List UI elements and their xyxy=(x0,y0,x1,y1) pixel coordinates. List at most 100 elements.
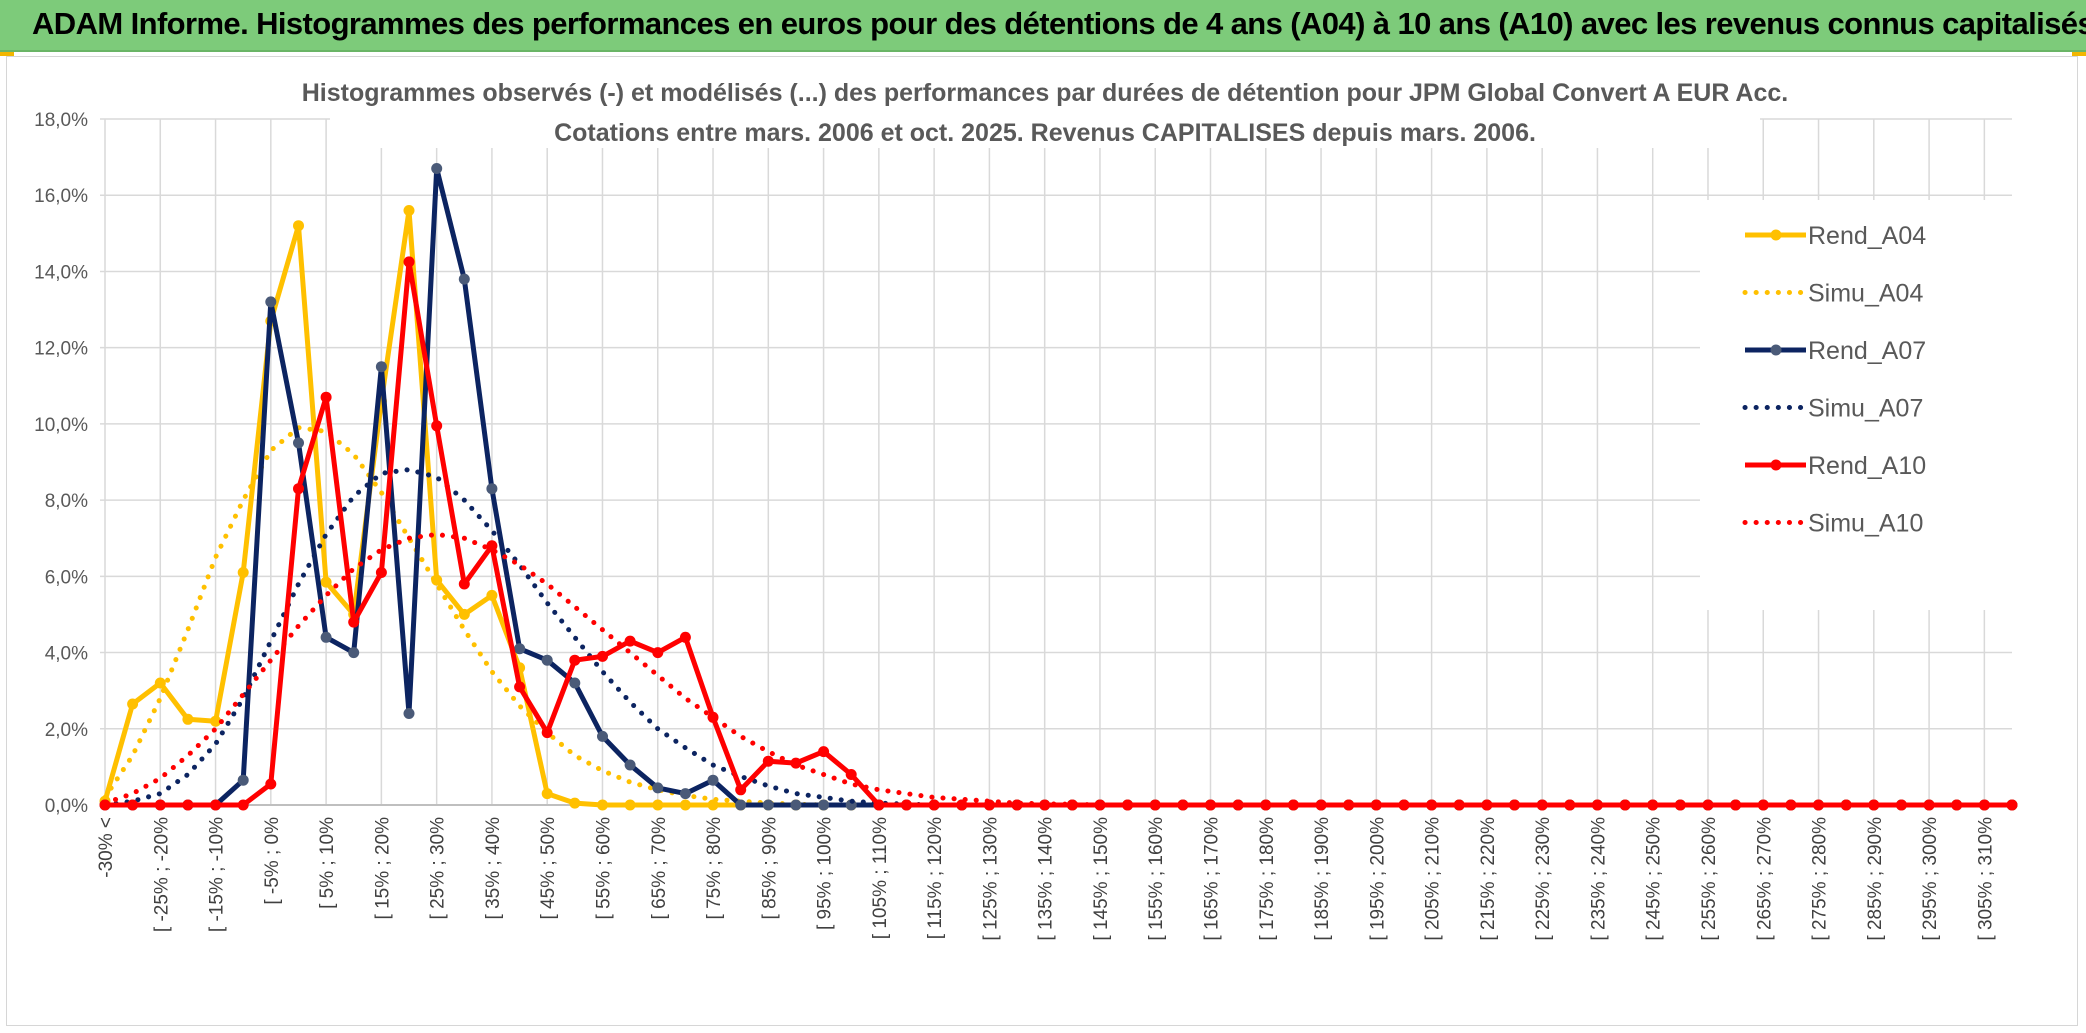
y-tick-label: 16,0% xyxy=(34,186,88,207)
x-tick-label: [ 25% ; 30% xyxy=(428,817,449,920)
series-rend-a10-point xyxy=(1619,799,1631,811)
series-rend-a10-point xyxy=(458,578,470,590)
legend-label: Rend_A10 xyxy=(1808,452,1926,480)
series-rend-a10-point xyxy=(569,654,581,666)
series-rend-a07-point xyxy=(375,361,387,373)
series-rend-a07-point xyxy=(293,437,304,449)
y-tick-label: 2,0% xyxy=(45,720,88,741)
series-rend-a10-point xyxy=(1177,799,1189,811)
x-tick-label: [ 105% ; 110% xyxy=(870,817,891,939)
series-rend-a07-point xyxy=(624,759,636,771)
x-tick-label: [ 255% ; 260% xyxy=(1699,817,1720,941)
chart-titles: Histogrammes observés (-) et modélisés (… xyxy=(302,76,1788,148)
series-rend-a07-point xyxy=(431,163,443,174)
series-rend-a04-point xyxy=(541,788,553,800)
x-tick-label: [ 225% ; 230% xyxy=(1533,817,1554,941)
histogram-chart: Histogrammes observés (-) et modélisés (… xyxy=(34,76,2030,941)
series-rend-a07-point xyxy=(707,774,719,786)
series-rend-a04-point xyxy=(707,799,719,811)
x-tick-label: [ 5% ; 10% xyxy=(317,817,338,909)
x-tick-label: [ 185% ; 190% xyxy=(1312,817,1333,941)
series-rend-a04-point xyxy=(597,799,608,811)
legend-label: Rend_A04 xyxy=(1808,222,1926,250)
series-rend-a10-point xyxy=(818,746,830,758)
series-rend-a10-point xyxy=(2006,799,2018,811)
series-rend-a10-point xyxy=(901,799,912,811)
series-rend-a10-point xyxy=(1895,799,1907,811)
x-tick-label: [ 175% ; 180% xyxy=(1257,817,1278,941)
series-rend-a04-point xyxy=(210,715,222,727)
y-tick-label: 0,0% xyxy=(45,796,88,817)
x-tick-label: [ 235% ; 240% xyxy=(1588,817,1609,941)
y-tick-label: 6,0% xyxy=(45,567,88,588)
series-rend-a10-point xyxy=(1674,799,1686,811)
series-rend-a10-point xyxy=(486,540,498,552)
series-rend-a04-point xyxy=(293,220,304,232)
x-tick-label: [ 195% ; 200% xyxy=(1367,817,1388,941)
x-tick-label: -30% < xyxy=(96,817,117,878)
series-rend-a10-point xyxy=(320,391,332,403)
series-rend-a04-point xyxy=(652,799,664,811)
corner-accent-right xyxy=(2072,52,2086,56)
series-rend-a10-point xyxy=(624,635,636,647)
corner-accent-left xyxy=(0,52,14,56)
series-rend-a04-point xyxy=(679,799,691,811)
x-tick-label: [ -5% ; 0% xyxy=(262,817,283,905)
x-tick-label: [ 15% ; 20% xyxy=(372,817,393,920)
series-rend-a07-point xyxy=(735,799,747,811)
series-rend-a10-point xyxy=(873,799,885,811)
series-rend-a10-point xyxy=(1730,799,1742,811)
series-rend-a10-point xyxy=(1951,799,1963,811)
series-rend-a07-point xyxy=(320,631,332,643)
series-rend-a10-point xyxy=(514,681,526,693)
report-banner: ADAM Informe. Histogrammes des performan… xyxy=(0,0,2086,52)
legend-background xyxy=(1700,200,2030,610)
series-rend-a07-point xyxy=(569,677,581,689)
series-rend-a04-point xyxy=(569,797,581,809)
x-tick-label: [ 205% ; 210% xyxy=(1423,817,1444,941)
y-tick-label: 18,0% xyxy=(34,110,88,131)
series-rend-a10-line xyxy=(105,259,2012,808)
series-rend-a04-point xyxy=(458,608,470,620)
y-tick-label: 8,0% xyxy=(45,491,88,512)
report-title: ADAM Informe. Histogrammes des performan… xyxy=(32,6,2086,41)
x-tick-label: [ -15% ; -10% xyxy=(207,817,228,932)
series-rend-a04-point xyxy=(182,713,194,725)
x-tick-label: [ 75% ; 80% xyxy=(704,817,725,920)
x-tick-label: [ 35% ; 40% xyxy=(483,817,504,920)
series-rend-a07-point xyxy=(652,782,664,794)
series-rend-a10-point xyxy=(1453,799,1465,811)
legend-label: Simu_A10 xyxy=(1808,510,1923,538)
x-tick-label: [ 295% ; 300% xyxy=(1920,817,1941,941)
series-rend-a10-point xyxy=(182,799,194,811)
y-axis: 0,0% 2,0% 4,0% 6,0% 8,0% 10,0% 12,0% 14,0% 16,0%… xyxy=(34,110,88,817)
series-rend-a04-point xyxy=(154,677,166,689)
series-rend-a10-point xyxy=(1840,799,1852,811)
series-rend-a10-point xyxy=(845,769,857,780)
series-rend-a07-point xyxy=(541,654,553,666)
series-rend-a04-point xyxy=(486,589,498,601)
series-rend-a10-point xyxy=(375,567,387,578)
series-rend-a10-point xyxy=(1287,799,1299,811)
series-rend-a07-point xyxy=(265,296,277,308)
series-rend-a07-point xyxy=(597,730,608,742)
legend-label: Simu_A04 xyxy=(1808,280,1923,308)
series-rend-a10-point xyxy=(1343,799,1355,811)
legend-label: Simu_A07 xyxy=(1808,395,1923,423)
series-rend-a04-point xyxy=(320,576,332,588)
series-rend-a10-point xyxy=(1398,799,1410,811)
series xyxy=(99,163,2018,811)
series-rend-a07-point xyxy=(762,799,774,811)
chart-title: Histogrammes observés (-) et modélisés (… xyxy=(302,79,1788,107)
x-tick-label: [ 65% ; 70% xyxy=(649,817,670,920)
x-tick-label: [ 45% ; 50% xyxy=(538,817,559,920)
series-rend-a04-point xyxy=(127,698,139,710)
series-rend-a07-point xyxy=(514,643,526,655)
series-rend-a07-point xyxy=(679,788,691,800)
series-rend-a07-point xyxy=(790,799,802,811)
series-rend-a10-point xyxy=(1785,799,1797,811)
series-rend-a10-point xyxy=(403,256,415,268)
series-rend-a07-point xyxy=(486,483,498,495)
x-tick-label: [ 215% ; 220% xyxy=(1478,817,1499,941)
